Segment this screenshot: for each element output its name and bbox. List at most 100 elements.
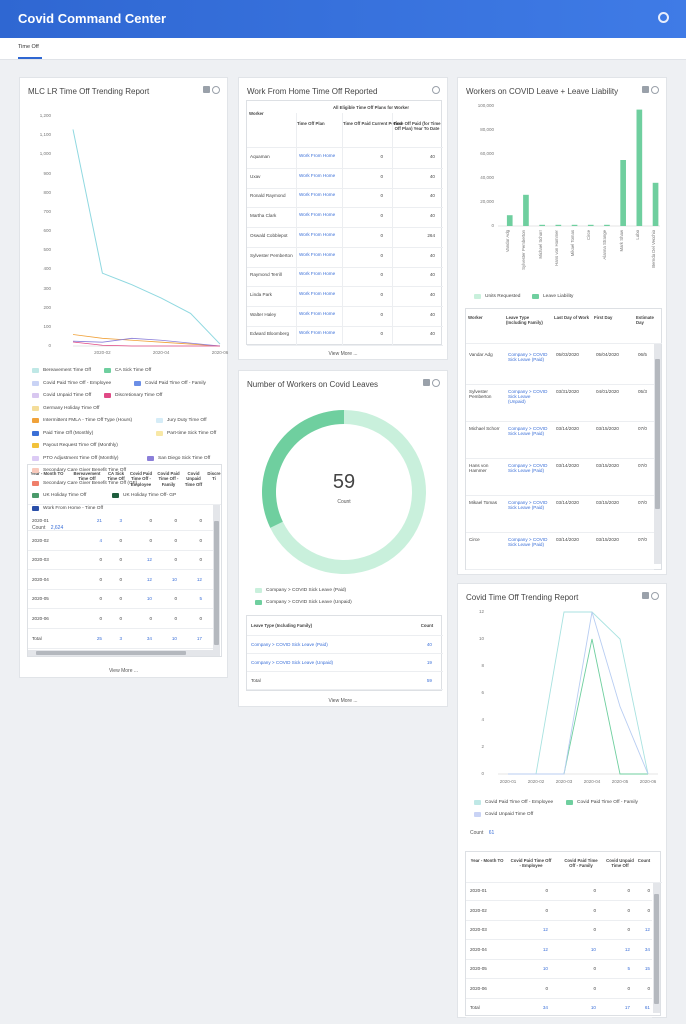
- legend-item[interactable]: Covid Paid Time Off - Employee: [474, 800, 553, 805]
- time-off-plan-link[interactable]: Work From Home: [299, 231, 336, 237]
- legend-item[interactable]: UK Holiday Time Off- GP: [112, 493, 176, 498]
- table-cell[interactable]: 3: [119, 635, 122, 641]
- table-cell[interactable]: 34: [146, 635, 152, 641]
- gear-icon[interactable]: [212, 86, 220, 94]
- legend-item[interactable]: Paid Time Off (Monthly): [32, 430, 93, 436]
- table-cell[interactable]: 12: [146, 576, 152, 582]
- legend-item[interactable]: Jury Duty Time Off: [156, 418, 207, 423]
- legend-item[interactable]: Payout Request Time Off (Monthly): [32, 443, 118, 448]
- chart-toggle-icon[interactable]: [203, 86, 210, 93]
- count-link[interactable]: 40: [426, 642, 432, 647]
- table-cell[interactable]: 34: [644, 946, 650, 952]
- leave-type-link[interactable]: Company > COVID Sick Leave (Paid): [508, 537, 548, 547]
- table-cell[interactable]: 10: [171, 635, 177, 641]
- table-cell[interactable]: 3: [119, 518, 122, 523]
- view-more-link[interactable]: View More ...: [328, 698, 358, 704]
- donut-slice[interactable]: [262, 410, 344, 528]
- table-cell[interactable]: 12: [624, 946, 630, 952]
- legend-item[interactable]: Discretionary Time Off: [104, 393, 162, 398]
- bar[interactable]: [555, 224, 562, 226]
- leave-type-link[interactable]: Company > COVID Sick Leave (Paid): [508, 352, 548, 362]
- scrollbar-thumb[interactable]: [654, 894, 659, 1004]
- chart-toggle-icon[interactable]: [642, 86, 649, 93]
- legend-item[interactable]: Secondary Care Giver Benefit Time Off: [32, 468, 126, 473]
- count-value[interactable]: 61: [488, 830, 495, 836]
- table-cell[interactable]: 5: [199, 596, 202, 602]
- legend-item[interactable]: Covid Paid Time Off - Employee: [32, 380, 111, 386]
- bar[interactable]: [652, 182, 659, 226]
- bar[interactable]: [506, 215, 513, 226]
- gear-icon[interactable]: [658, 12, 669, 23]
- legend-item[interactable]: Company > COVID Sick Leave (Unpaid): [255, 600, 352, 605]
- legend-item[interactable]: UK Holiday Time Off: [32, 493, 86, 498]
- gear-icon[interactable]: [432, 379, 440, 387]
- table-cell[interactable]: 17: [196, 635, 202, 641]
- legend-item[interactable]: Covid Paid Time Off - Family: [566, 800, 638, 805]
- bar[interactable]: [523, 194, 529, 226]
- table-cell[interactable]: 61: [644, 1005, 650, 1010]
- bar[interactable]: [604, 224, 610, 226]
- leave-type-link[interactable]: Company > COVID Sick Leave (Unpaid): [508, 389, 548, 404]
- tab-time-off[interactable]: Time Off: [18, 44, 39, 50]
- bar[interactable]: [539, 224, 545, 226]
- leave-type-link[interactable]: Company > COVID Sick Leave (Paid): [251, 642, 328, 647]
- table-cell[interactable]: 10: [171, 576, 177, 582]
- scrollbar-thumb[interactable]: [655, 359, 660, 509]
- table-cell[interactable]: 34: [542, 1005, 548, 1010]
- table-cell[interactable]: 17: [624, 1005, 630, 1010]
- scrollbar-thumb[interactable]: [214, 521, 219, 645]
- table-cell[interactable]: 10: [590, 1005, 596, 1010]
- leave-type-link[interactable]: Company > COVID Sick Leave (Paid): [508, 463, 548, 473]
- bar[interactable]: [571, 224, 578, 226]
- table-cell[interactable]: 5: [627, 966, 630, 971]
- time-off-plan-link[interactable]: Work From Home: [299, 310, 336, 316]
- leave-type-link[interactable]: Company > COVID Sick Leave (Paid): [508, 500, 548, 510]
- legend-item[interactable]: Work From Home - Time Off: [32, 505, 103, 511]
- table-cell[interactable]: 10: [590, 946, 596, 952]
- legend-item[interactable]: Covid Unpaid Time Off: [32, 393, 91, 398]
- table-cell[interactable]: 12: [644, 927, 650, 932]
- scrollbar-thumb[interactable]: [36, 651, 186, 655]
- gear-icon[interactable]: [432, 86, 440, 94]
- view-more-link[interactable]: View More ...: [108, 668, 139, 674]
- table-cell[interactable]: 21: [96, 518, 102, 523]
- legend-item[interactable]: Units Requested: [474, 294, 520, 299]
- legend-item[interactable]: Company > COVID Sick Leave (Paid): [255, 588, 346, 593]
- time-off-plan-link[interactable]: Work From Home: [299, 192, 336, 198]
- table-cell[interactable]: 12: [542, 927, 548, 932]
- time-off-plan-link[interactable]: Work From Home: [299, 290, 336, 296]
- legend-item[interactable]: Bereavement Time Off: [32, 368, 91, 373]
- leave-type-link[interactable]: Company > COVID Sick Leave (Unpaid): [251, 660, 334, 665]
- legend-item[interactable]: PTO Adjustment Time Off (Monthly): [32, 455, 119, 461]
- bar[interactable]: [636, 109, 643, 226]
- table-cell[interactable]: 12: [146, 557, 152, 563]
- count-link[interactable]: 19: [426, 660, 432, 665]
- count-link[interactable]: 59: [426, 678, 432, 683]
- table-cell[interactable]: 25: [96, 635, 102, 641]
- legend-item[interactable]: CA Sick Time Off: [104, 368, 151, 373]
- chart-toggle-icon[interactable]: [423, 379, 430, 386]
- legend-item[interactable]: Secondary Care Giver Benefit Time Off (G…: [32, 480, 137, 486]
- table-cell[interactable]: 12: [196, 576, 202, 582]
- count-value[interactable]: 2,624: [50, 525, 64, 531]
- table-cell[interactable]: 12: [542, 946, 548, 952]
- time-off-plan-link[interactable]: Work From Home: [299, 153, 336, 158]
- gear-icon[interactable]: [651, 86, 659, 94]
- bar[interactable]: [587, 224, 594, 226]
- leave-type-link[interactable]: Company > COVID Sick Leave (Paid): [508, 426, 548, 436]
- legend-item[interactable]: Leave Liability: [532, 294, 573, 299]
- table-cell[interactable]: 4: [99, 537, 102, 543]
- table-cell[interactable]: 10: [146, 596, 152, 602]
- time-off-plan-link[interactable]: Work From Home: [299, 330, 336, 336]
- legend-item[interactable]: Intermittent FMLA - Time Off Type (Hours…: [32, 418, 132, 423]
- view-more-link[interactable]: View More ...: [328, 351, 358, 357]
- table-cell[interactable]: 10: [542, 966, 548, 971]
- time-off-plan-link[interactable]: Work From Home: [299, 172, 336, 178]
- time-off-plan-link[interactable]: Work From Home: [299, 251, 336, 257]
- legend-item[interactable]: Covid Unpaid Time Off: [474, 812, 533, 817]
- table-cell[interactable]: 15: [644, 966, 650, 971]
- bar[interactable]: [620, 160, 626, 226]
- legend-item[interactable]: Part-time Sick Time Off: [156, 430, 216, 436]
- legend-item[interactable]: Covid Paid Time Off - Family: [134, 380, 206, 386]
- time-off-plan-link[interactable]: Work From Home: [299, 271, 336, 277]
